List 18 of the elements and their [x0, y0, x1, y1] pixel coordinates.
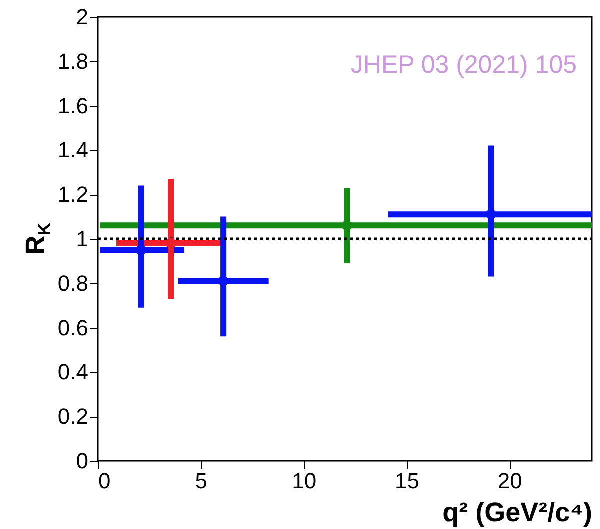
y-tick-label: 1.8 [58, 48, 88, 74]
x-tick-label: 0 [98, 468, 111, 494]
y-tick-label: 0 [76, 448, 88, 474]
y-tick-label: 2 [76, 4, 88, 30]
x-tick-label: 20 [498, 468, 522, 494]
y-tick-label: 0.6 [58, 315, 88, 340]
x-tick-label: 10 [292, 468, 317, 494]
y-tick-label: 0.4 [58, 360, 88, 385]
y-tick-label: 0.8 [58, 270, 88, 296]
y-tick-label: 1.2 [58, 182, 88, 208]
annotation: JHEP 03 (2021) 105 [350, 51, 577, 79]
y-tick-label: 1.4 [58, 138, 88, 163]
x-tick-label: 5 [195, 468, 208, 494]
x-tick-label: 15 [395, 468, 420, 494]
x-axis-title: q² (GeV²/c⁴) [442, 498, 592, 528]
y-tick-label: 1 [76, 226, 88, 252]
y-tick-label: 1.6 [58, 93, 88, 118]
y-tick-label: 0.2 [58, 404, 88, 430]
